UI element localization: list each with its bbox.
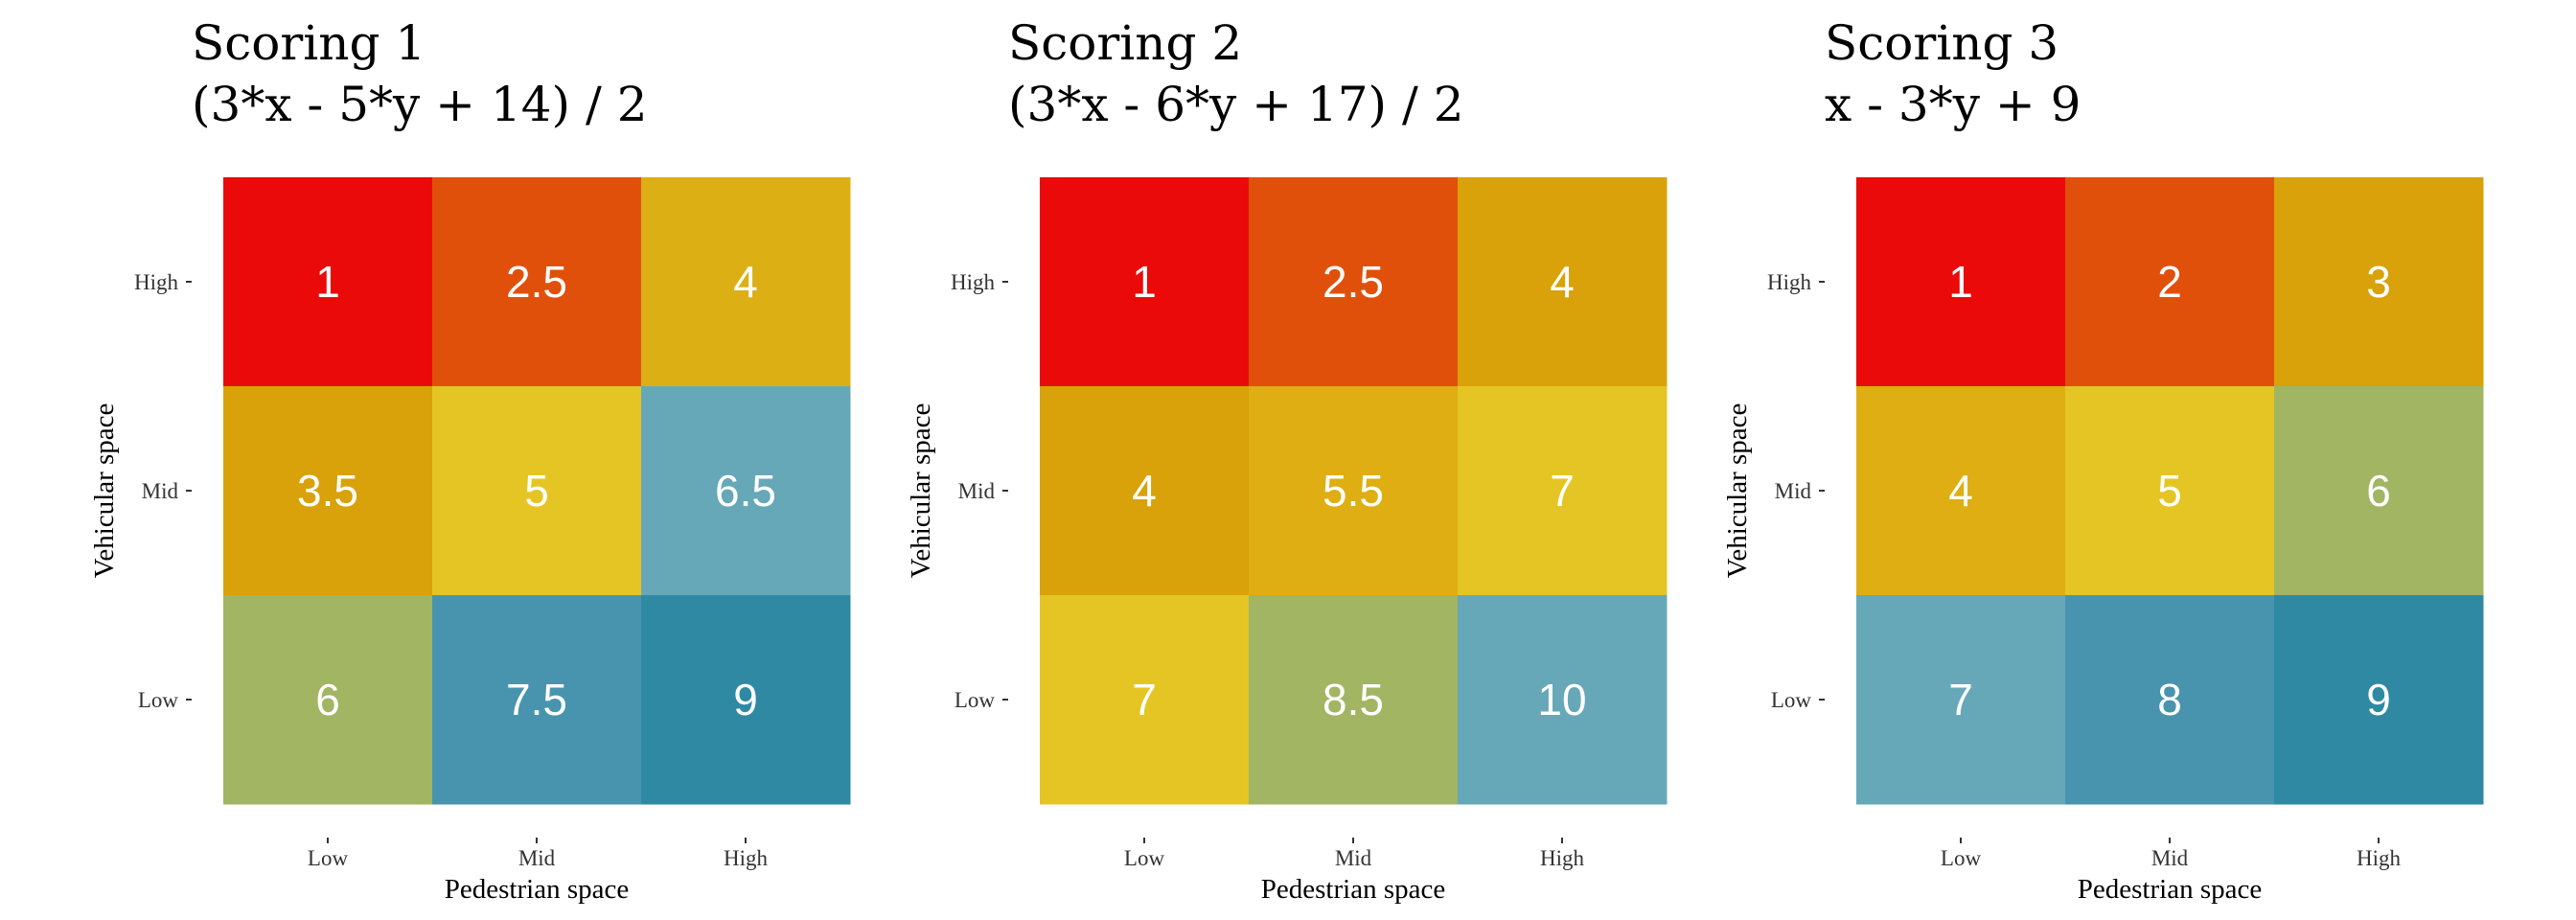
chart-title: Scoring 1 [192,15,426,71]
cell-value-label: 1 [1948,257,1973,307]
x-tick-label: Mid [1335,846,1372,870]
cell-value-label: 8 [2157,675,2182,724]
cell-value-label: 9 [733,675,758,724]
chart-title: Scoring 2 [1008,15,1242,71]
heatmap-cell [641,386,851,596]
x-tick-label: Low [1941,846,1982,870]
cell-value-label: 7 [1948,675,1973,724]
y-axis-title: Vehicular space [1722,403,1753,579]
heatmap-cell [432,177,642,387]
y-tick-label: Low [954,688,996,712]
cell-value-label: 4 [1550,257,1575,307]
cell-value-label: 9 [2366,675,2391,724]
cell-value-label: 5 [2157,466,2182,516]
heatmap-cell [432,386,642,596]
x-tick-label: Mid [518,846,556,870]
cell-value-label: 3.5 [297,466,358,516]
heatmap-cell [1040,386,1250,596]
cell-value-label: 1 [315,257,340,307]
heatmap-cell [1458,386,1668,596]
chart-subtitle: (3*x - 6*y + 17) / 2 [1008,77,1464,132]
heatmap-cell [1458,177,1668,387]
y-tick-label: Low [1771,688,1812,712]
cell-value-label: 2.5 [1322,257,1384,307]
chart-subtitle: x - 3*y + 9 [1825,77,2081,132]
cell-value-label: 10 [1537,675,1586,724]
y-tick-label: Mid [958,479,996,503]
y-tick-label: Mid [142,479,179,503]
x-tick-label: High [724,846,769,870]
heatmap-cell [1856,595,2066,805]
heatmap-cell [2274,177,2484,387]
heatmap-cell [1458,595,1668,805]
heatmap-cell [1040,595,1250,805]
heatmap-cell [1249,386,1459,596]
cell-value-label: 7.5 [506,675,567,724]
heatmap-cell [432,595,642,805]
y-axis-title: Vehicular space [89,403,120,579]
heatmap-cell [1856,177,2066,387]
chart-subtitle: (3*x - 5*y + 14) / 2 [192,77,648,132]
heatmap-panel-3: Scoring 3 x - 3*y + 9 1 2 3 4 5 6 7 8 9 High Mid Low L… [1722,15,2484,905]
x-tick-label: High [1540,846,1585,870]
x-axis-title: Pedestrian space [2078,874,2262,905]
heatmap-cell [641,177,851,387]
heatmap-cell [223,595,433,805]
heatmap-cell [641,595,851,805]
x-tick-label: High [2357,846,2402,870]
heatmap-panel-1: Scoring 1 (3*x - 5*y + 14) / 2 1 2.5 4 3.5 5 6.… [89,15,851,905]
cell-value-label: 6 [315,675,340,724]
cell-value-label: 5 [524,466,549,516]
x-tick-label: Low [1124,846,1165,870]
heatmap-cell [1856,386,2066,596]
cell-value-label: 4 [1132,466,1157,516]
heatmap-cell [1249,595,1459,805]
heatmap-cell [2274,595,2484,805]
cell-value-label: 4 [733,257,758,307]
cell-value-label: 1 [1132,257,1157,307]
cell-value-label: 2 [2157,257,2182,307]
y-tick-label: High [951,270,996,294]
y-tick-label: Low [138,688,179,712]
x-axis-title: Pedestrian space [1261,874,1445,905]
y-axis-title: Vehicular space [906,403,936,579]
cell-value-label: 7 [1132,675,1157,724]
cell-value-label: 6.5 [715,466,776,516]
y-tick-label: Mid [1775,479,1812,503]
cell-value-label: 5.5 [1322,466,1384,516]
y-tick-label: High [134,270,179,294]
cell-value-label: 4 [1948,466,1973,516]
heatmap-cell [2065,595,2275,805]
cell-value-label: 6 [2366,466,2391,516]
heatmap-cell [2065,386,2275,596]
chart-title: Scoring 3 [1825,15,2058,71]
heatmap-cell [2274,386,2484,596]
heatmap-cell [1040,177,1250,387]
cell-value-label: 3 [2366,257,2391,307]
heatmap-cell [2065,177,2275,387]
heatmap-cell [223,177,433,387]
cell-value-label: 7 [1550,466,1575,516]
cell-value-label: 8.5 [1322,675,1384,724]
y-tick-label: High [1767,270,1812,294]
x-axis-title: Pedestrian space [445,874,629,905]
heatmap-cell [223,386,433,596]
cell-value-label: 2.5 [506,257,567,307]
heatmap-cell [1249,177,1459,387]
heatmap-panel-2: Scoring 2 (3*x - 6*y + 17) / 2 1 2.5 4 4 5.5 7 7… [906,15,1668,905]
x-tick-label: Low [308,846,349,870]
x-tick-label: Mid [2151,846,2189,870]
